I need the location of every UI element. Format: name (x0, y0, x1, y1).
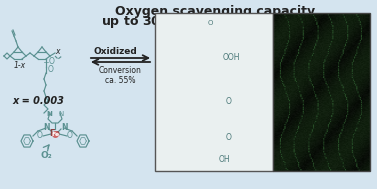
Bar (155, 13, 273, 171)
Text: O: O (67, 132, 73, 140)
Text: O: O (37, 132, 43, 140)
Text: O: O (207, 20, 213, 26)
Text: N: N (58, 111, 64, 117)
Text: x: x (55, 47, 60, 57)
Text: Fe: Fe (49, 129, 60, 139)
Text: Fe: Fe (51, 132, 59, 136)
Text: O: O (226, 97, 232, 105)
Text: O: O (49, 57, 55, 67)
Text: x = 0.003: x = 0.003 (12, 96, 64, 106)
Text: O: O (48, 66, 54, 74)
Text: N: N (46, 111, 52, 117)
Text: Oxidized: Oxidized (93, 47, 137, 57)
Text: Oxygen scavenging capacity: Oxygen scavenging capacity (115, 5, 315, 18)
Text: O: O (226, 133, 232, 143)
Text: up to 300 mL (O$_2$ at STP)/g(film): up to 300 mL (O$_2$ at STP)/g(film) (101, 12, 329, 29)
Text: N: N (43, 123, 49, 132)
Text: 1-x: 1-x (14, 61, 26, 70)
Text: O₂: O₂ (40, 150, 52, 160)
Text: OOH: OOH (223, 53, 241, 63)
Text: Conversion
ca. 55%: Conversion ca. 55% (98, 66, 141, 85)
Text: OH: OH (219, 156, 231, 164)
Text: N: N (61, 123, 67, 132)
Bar (273, 13, 370, 171)
